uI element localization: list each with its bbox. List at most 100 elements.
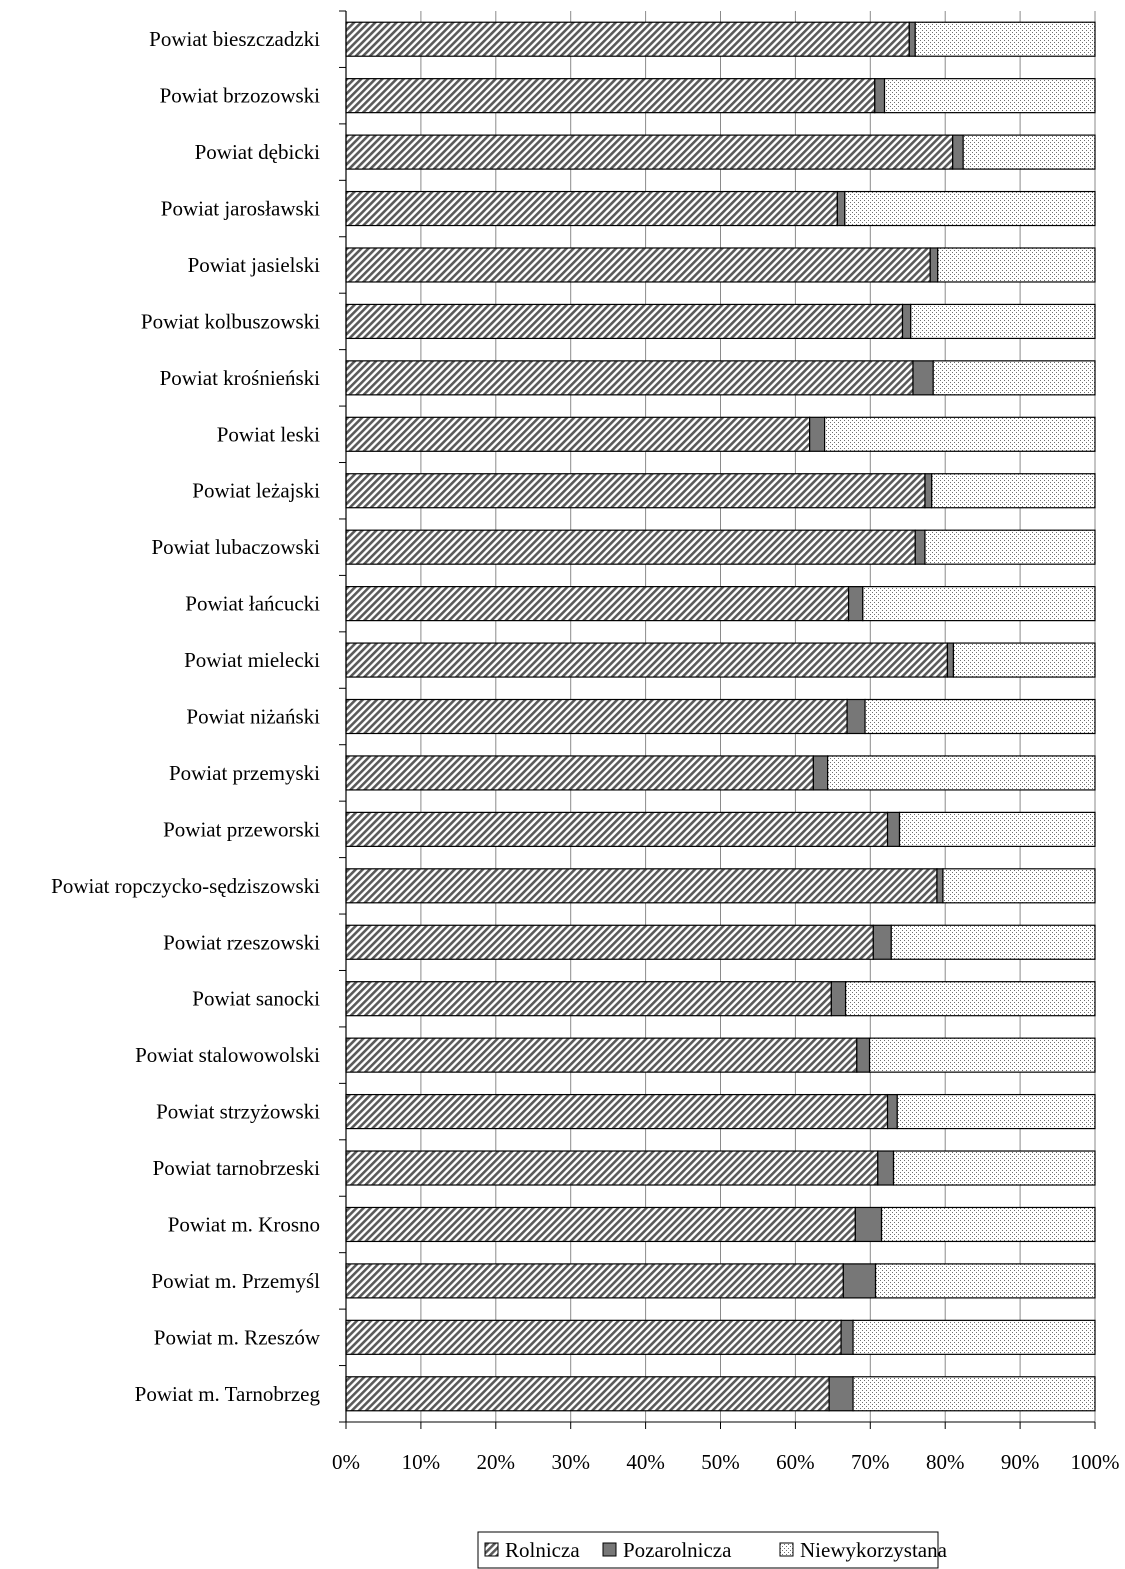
bar-segment-rolnicza (345, 1319, 842, 1355)
category-label: Powiat jarosławski (161, 197, 320, 221)
x-tick-label: 90% (1001, 1450, 1040, 1474)
category-label: Powiat łańcucki (185, 592, 320, 616)
axes-group (339, 10, 1096, 1429)
x-tick-label: 10% (402, 1450, 441, 1474)
bar-segment-niewykorzystana (924, 529, 1096, 565)
bar-segment-pozarolnicza (929, 247, 939, 283)
category-label: Powiat strzyżowski (156, 1100, 320, 1124)
bar-segment-rolnicza (345, 868, 938, 904)
bar-segment-rolnicza (345, 134, 954, 170)
legend-label: Rolnicza (505, 1538, 580, 1562)
bar-segment-rolnicza (345, 586, 850, 622)
bar-segment-pozarolnicza (840, 1319, 854, 1355)
bar-segment-niewykorzystana (844, 190, 1096, 227)
category-label: Powiat niżański (186, 705, 320, 729)
bar-segment-pozarolnicza (886, 811, 901, 847)
category-label: Powiat dębicki (195, 140, 321, 164)
bar-segment-rolnicza (345, 981, 832, 1017)
bar-segment-niewykorzystana (932, 360, 1096, 396)
bar-segment-pozarolnicza (924, 473, 933, 509)
category-label: Powiat tarnobrzeski (153, 1156, 321, 1180)
bar-segment-rolnicza (345, 473, 926, 509)
bar-segment-rolnicza (345, 755, 814, 791)
bar-segment-rolnicza (345, 78, 876, 114)
legend-label: Pozarolnicza (623, 1538, 732, 1562)
bar-segment-rolnicza (345, 924, 874, 960)
category-label: Powiat jasielski (188, 253, 321, 277)
bar-segment-rolnicza (345, 190, 838, 227)
bar-segment-rolnicza (345, 1037, 858, 1073)
x-tick-label: 80% (926, 1450, 965, 1474)
category-label: Powiat leski (217, 422, 320, 446)
legend: Rolnicza Pozarolnicza Niewykorzystana (477, 1531, 948, 1569)
bar-segment-rolnicza (345, 21, 910, 57)
bar-segment-rolnicza (345, 1376, 830, 1412)
legend-box (477, 1531, 939, 1569)
bar-segment-niewykorzystana (883, 78, 1096, 114)
bar-segment-pozarolnicza (946, 642, 955, 678)
category-label: Powiat lubaczowski (151, 535, 320, 559)
bar-segment-pozarolnicza (901, 303, 912, 340)
category-label: Powiat przemyski (169, 761, 320, 785)
bar-segment-niewykorzystana (952, 642, 1096, 678)
bar-segment-niewykorzystana (827, 755, 1096, 791)
x-tick-label: 0% (332, 1450, 360, 1474)
bars-group (345, 21, 1096, 1412)
bar-segment-pozarolnicza (856, 1037, 871, 1073)
bar-segment-pozarolnicza (872, 924, 892, 960)
bar-segment-pozarolnicza (836, 190, 846, 227)
bar-segment-pozarolnicza (912, 360, 934, 396)
x-tick-label: 20% (477, 1450, 516, 1474)
bar-segment-rolnicza (345, 642, 949, 678)
category-labels: Powiat bieszczadzki Powiat brzozowski Powi… (51, 27, 321, 1406)
bar-segment-pozarolnicza (908, 21, 916, 57)
bar-segment-niewykorzystana (896, 1093, 1096, 1130)
bar-segment-rolnicza (345, 1150, 879, 1186)
x-tick-label: 60% (776, 1450, 815, 1474)
bar-segment-pozarolnicza (914, 529, 926, 565)
category-label: Powiat m. Tarnobrzeg (135, 1382, 321, 1406)
bar-segment-niewykorzystana (868, 1037, 1096, 1073)
bar-segment-pozarolnicza (854, 1206, 883, 1243)
x-tick-label: 70% (851, 1450, 890, 1474)
bar-segment-niewykorzystana (824, 416, 1096, 452)
bar-segment-niewykorzystana (844, 981, 1096, 1017)
bar-segment-pozarolnicza (877, 1150, 895, 1186)
bar-segment-rolnicza (345, 1206, 856, 1243)
bar-segment-rolnicza (345, 1263, 844, 1299)
bar-segment-niewykorzystana (937, 247, 1096, 283)
bar-segment-pozarolnicza (847, 586, 864, 622)
bar-segment-niewykorzystana (962, 134, 1096, 170)
legend-label: Niewykorzystana (800, 1538, 948, 1562)
bar-segment-niewykorzystana (880, 1206, 1096, 1243)
bar-segment-rolnicza (345, 247, 931, 283)
bar-segment-rolnicza (345, 698, 848, 735)
category-label: Powiat sanocki (192, 987, 320, 1011)
bar-segment-rolnicza (345, 416, 811, 452)
legend-swatch-rolnicza (484, 1542, 499, 1557)
bar-segment-niewykorzystana (852, 1376, 1096, 1412)
legend-swatch-niewykorzystana (779, 1542, 794, 1557)
category-label: Powiat mielecki (184, 648, 320, 672)
category-label: Powiat m. Przemyśl (151, 1269, 320, 1293)
bar-segment-niewykorzystana (874, 1263, 1096, 1299)
bar-segment-pozarolnicza (828, 1376, 854, 1412)
category-label: Powiat leżajski (192, 479, 320, 503)
bar-segment-rolnicza (345, 529, 916, 565)
bar-segment-pozarolnicza (952, 134, 964, 170)
x-tick-label: 30% (551, 1450, 590, 1474)
bar-segment-rolnicza (345, 811, 889, 847)
category-label: Powiat brzozowski (160, 84, 321, 108)
bar-segment-pozarolnicza (812, 755, 829, 791)
category-label: Powiat ropczycko-sędziszowski (51, 874, 320, 898)
bar-segment-niewykorzystana (914, 21, 1096, 57)
bar-segment-rolnicza (345, 1093, 889, 1130)
bar-segment-pozarolnicza (830, 981, 847, 1017)
x-tick-label: 40% (626, 1450, 665, 1474)
bar-segment-pozarolnicza (842, 1263, 877, 1299)
bar-segment-rolnicza (345, 360, 914, 396)
bar-segment-niewykorzystana (910, 303, 1096, 340)
bar-segment-niewykorzystana (890, 924, 1096, 960)
category-label: Powiat stalowowolski (135, 1043, 320, 1067)
